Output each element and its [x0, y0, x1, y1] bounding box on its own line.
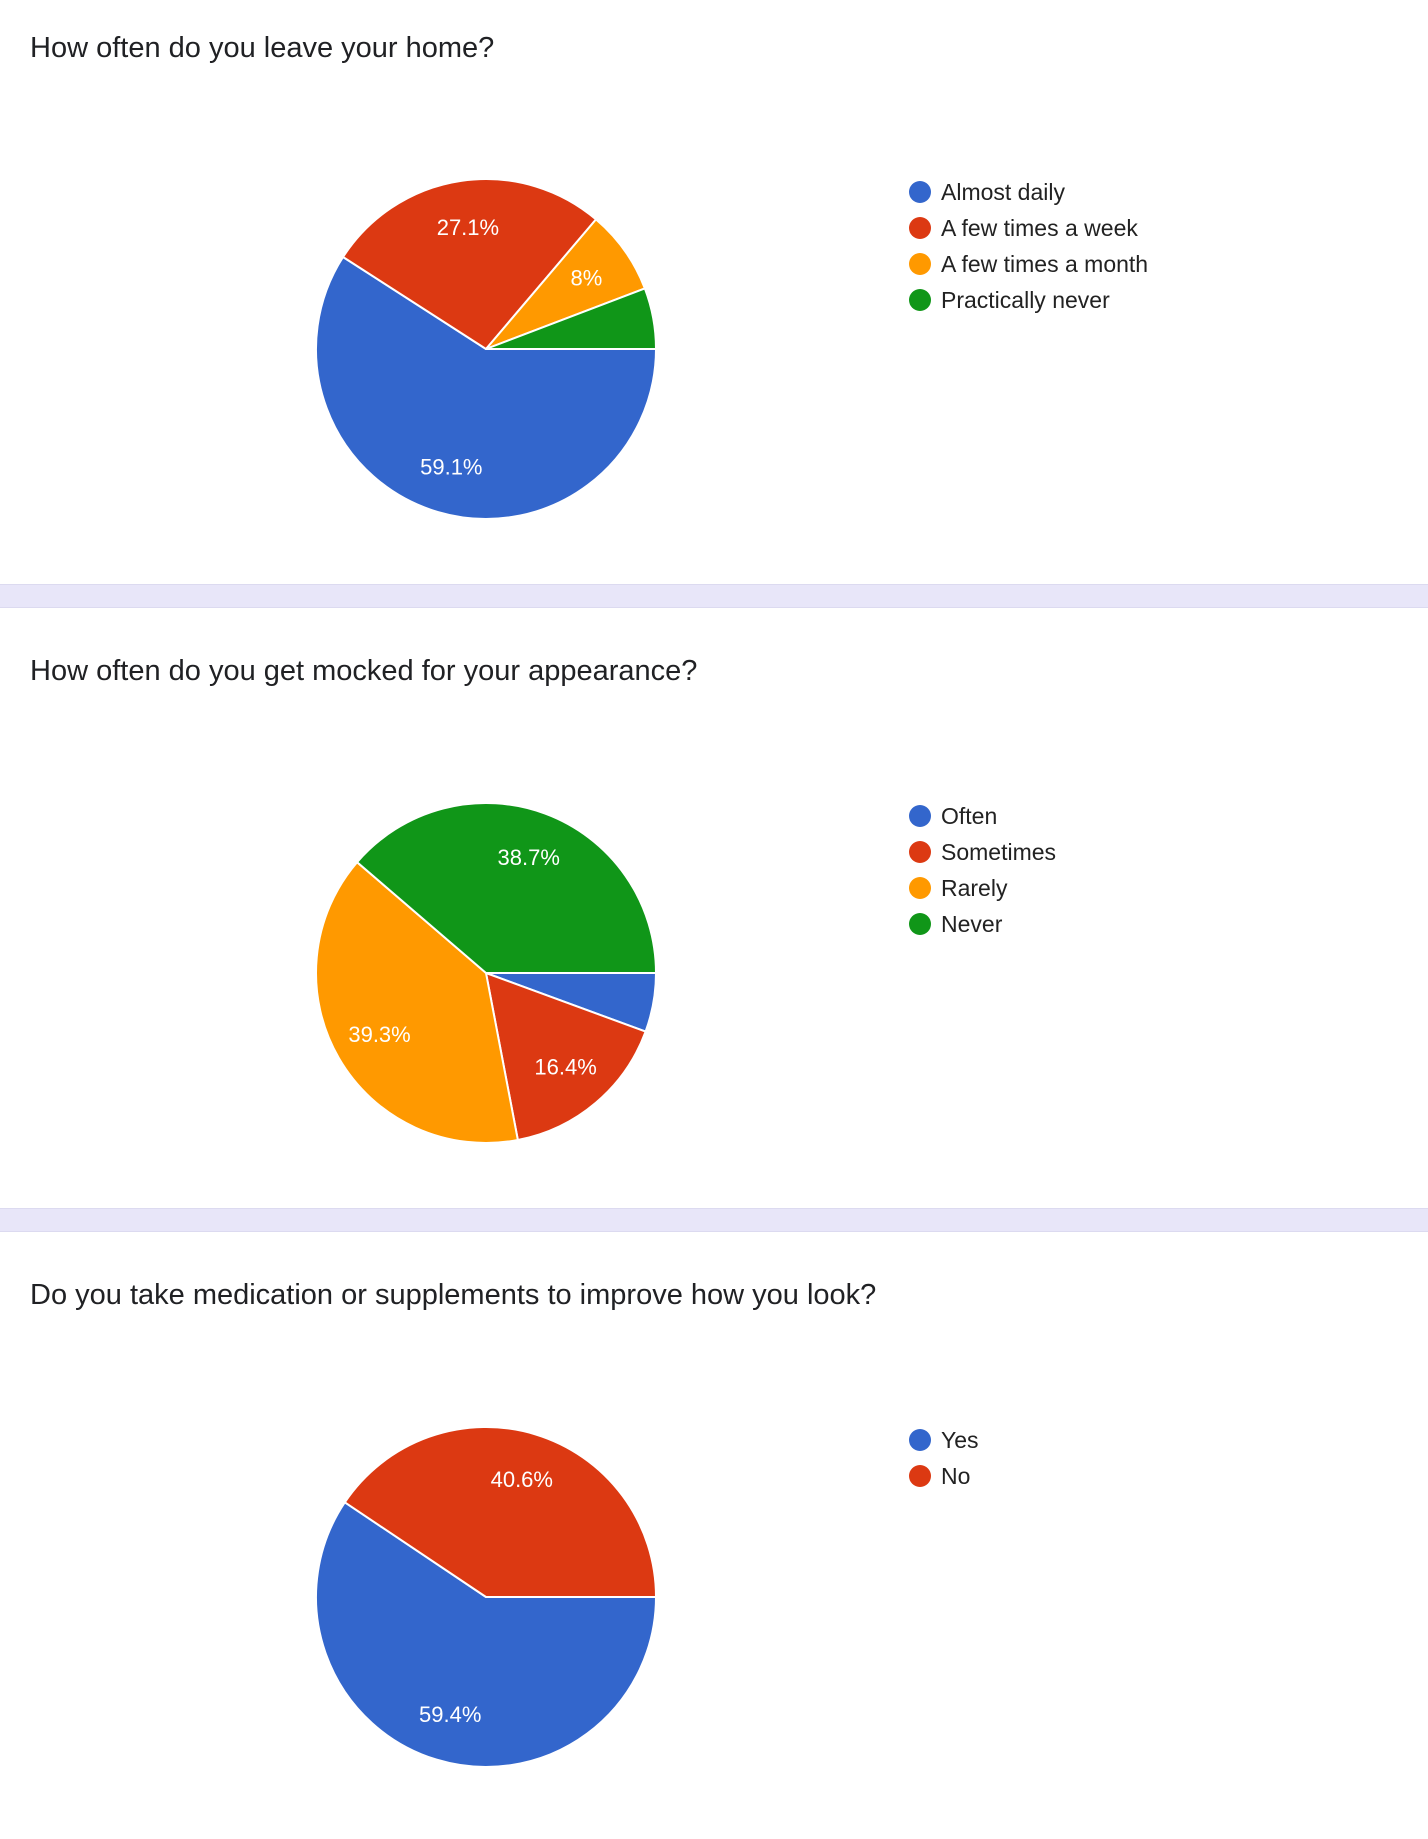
legend-label: A few times a month	[941, 250, 1149, 277]
legend-label: Rarely	[941, 874, 1008, 901]
pie-label-rarely: 39.3%	[348, 1022, 410, 1047]
legend-swatch-icon	[909, 805, 931, 827]
pie-slice-never	[356, 802, 657, 974]
question-card-medication: Do you take medication or supplements to…	[0, 1232, 1428, 1839]
legend-item: Rarely	[909, 870, 1056, 906]
legend-swatch-icon	[909, 217, 931, 239]
chart-legend: Often Sometimes Rarely Never	[909, 798, 1056, 942]
legend-label: Yes	[941, 1426, 979, 1453]
pie-slice-practically-never	[485, 287, 657, 350]
legend-swatch-icon	[909, 253, 931, 275]
legend-swatch-icon	[909, 1429, 931, 1451]
legend-label: Never	[941, 910, 1003, 937]
legend-item: Yes	[909, 1422, 979, 1458]
legend-item: Practically never	[909, 282, 1148, 318]
pie-slice-yes	[315, 1501, 657, 1768]
pie-label-a-few-times-a-week: 27.1%	[437, 215, 499, 240]
legend-label: Almost daily	[941, 178, 1065, 205]
pie-slice-almost-daily	[315, 256, 657, 520]
legend-swatch-icon	[909, 877, 931, 899]
pie-label-yes: 59.4%	[419, 1702, 481, 1727]
pie-slice-sometimes	[485, 972, 647, 1141]
legend-swatch-icon	[909, 841, 931, 863]
question-card-leave-home: How often do you leave your home? 59.1% 2…	[0, 0, 1428, 584]
pie-label-never: 38.7%	[498, 845, 560, 870]
legend-label: Practically never	[941, 286, 1110, 313]
chart-legend: Yes No	[909, 1422, 979, 1494]
pie-label-almost-daily: 59.1%	[420, 455, 482, 480]
pie-chart: 59.4% 40.6%	[315, 1426, 657, 1768]
legend-item: Sometimes	[909, 834, 1056, 870]
pie-slice-rarely	[315, 861, 519, 1144]
pie-label-a-few-times-a-month: 8%	[571, 265, 603, 290]
question-title: How often do you leave your home?	[30, 32, 495, 64]
question-card-mocked-appearance: How often do you get mocked for your app…	[0, 608, 1428, 1208]
pie-chart: 59.1% 27.1% 8%	[315, 178, 657, 520]
legend-label: Sometimes	[941, 838, 1057, 865]
legend-item: A few times a month	[909, 246, 1148, 282]
legend-swatch-icon	[909, 913, 931, 935]
legend-swatch-icon	[909, 289, 931, 311]
chart-legend: Almost daily A few times a week A few time…	[909, 174, 1148, 318]
legend-swatch-icon	[909, 181, 931, 203]
section-divider	[0, 1208, 1428, 1232]
legend-swatch-icon	[909, 1465, 931, 1487]
question-title: How often do you get mocked for your app…	[30, 655, 698, 687]
question-title: Do you take medication or supplements to…	[30, 1279, 877, 1311]
legend-item: Never	[909, 906, 1056, 942]
pie-label-sometimes: 16.4%	[534, 1054, 596, 1079]
pie-slice-a-few-times-a-week	[342, 178, 597, 350]
pie-slice-no	[343, 1426, 657, 1598]
pie-chart: 16.4% 39.3% 38.7%	[315, 802, 657, 1144]
legend-item: Often	[909, 798, 1056, 834]
legend-label: Often	[941, 802, 998, 829]
legend-item: Almost daily	[909, 174, 1148, 210]
pie-label-no: 40.6%	[491, 1467, 553, 1492]
legend-item: A few times a week	[909, 210, 1148, 246]
legend-label: No	[941, 1462, 971, 1489]
section-divider	[0, 584, 1428, 608]
legend-item: No	[909, 1458, 979, 1494]
legend-label: A few times a week	[941, 214, 1138, 241]
